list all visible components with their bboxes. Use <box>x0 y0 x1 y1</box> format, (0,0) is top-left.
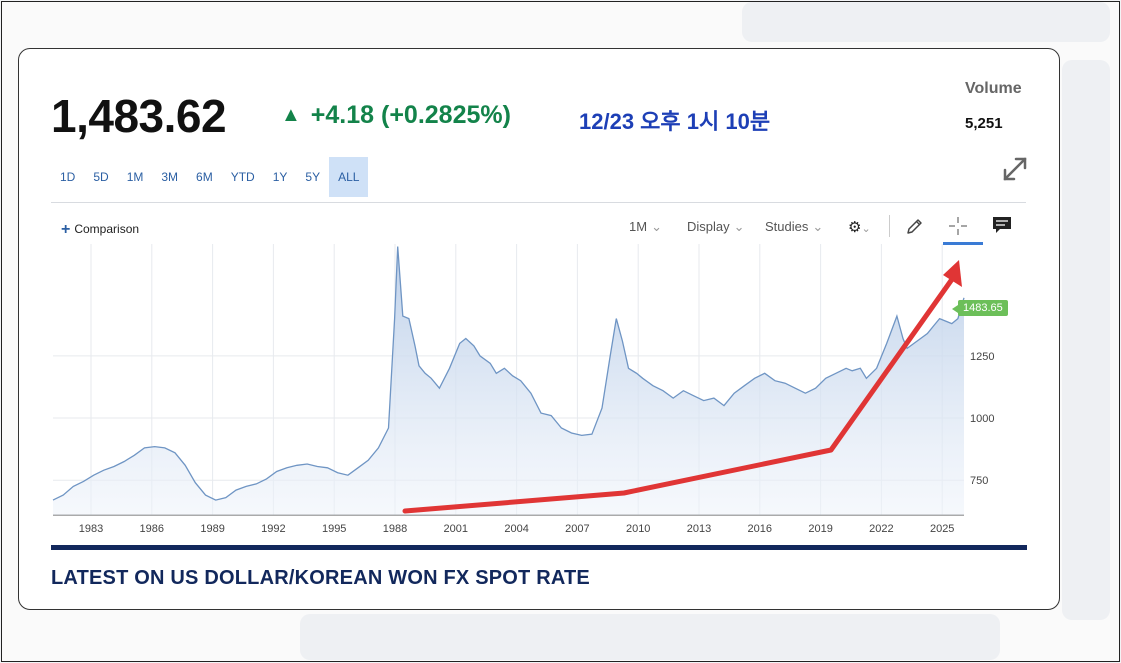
range-5y[interactable]: 5Y <box>305 170 321 184</box>
chevron-down-icon: ⌄ <box>651 219 662 234</box>
quote-timestamp: 12/23 오후 1시 10분 <box>579 109 771 134</box>
interval-label: 1M <box>629 219 648 234</box>
background-panel <box>742 2 1110 42</box>
x-tick-label: 1986 <box>140 523 164 535</box>
up-arrow-icon: ▲ <box>281 104 301 126</box>
gear-glyph: ⚙ <box>848 219 862 236</box>
trend-annotation-arrowhead <box>943 260 962 287</box>
y-tick-label: 1000 <box>970 413 994 425</box>
volume-value: 5,251 <box>965 115 1003 132</box>
x-tick-label: 2019 <box>808 523 832 535</box>
range-ytd[interactable]: YTD <box>230 170 255 184</box>
y-tick-label: 1250 <box>970 351 994 363</box>
display-dropdown[interactable]: Display ⌄ <box>687 219 745 235</box>
range-1y[interactable]: 1Y <box>272 170 288 184</box>
y-tick-label: 750 <box>970 475 988 487</box>
x-tick-label: 2025 <box>930 523 954 535</box>
studies-label: Studies <box>765 219 809 234</box>
chevron-down-icon: ⌄ <box>812 219 824 234</box>
headline[interactable]: LATEST ON US DOLLAR/KOREAN WON FX SPOT R… <box>51 567 590 589</box>
chart-top-divider <box>51 202 1026 203</box>
x-tick-label: 2016 <box>748 523 772 535</box>
crosshair-icon[interactable] <box>948 216 968 236</box>
x-tick-label: 2013 <box>687 523 711 535</box>
chevron-down-icon: ⌄ <box>861 223 871 235</box>
x-tick-label: 2007 <box>565 523 589 535</box>
headline-rule <box>51 545 1027 550</box>
pencil-icon[interactable] <box>905 216 925 236</box>
x-tick-label: 1988 <box>383 523 407 535</box>
toolbar-divider <box>889 215 890 237</box>
interval-dropdown[interactable]: 1M ⌄ <box>629 219 662 235</box>
gear-icon[interactable]: ⚙⌄ <box>848 218 871 236</box>
trend-annotation-arrow <box>402 272 958 514</box>
background-panel <box>1062 60 1110 620</box>
series-area <box>53 246 964 515</box>
expand-icon[interactable] <box>1001 155 1029 183</box>
x-tick-label: 2001 <box>444 523 468 535</box>
range-1m[interactable]: 1M <box>126 170 144 184</box>
range-1d[interactable]: 1D <box>60 170 76 184</box>
x-tick-label: 2010 <box>626 523 650 535</box>
volume-label: Volume <box>965 80 1022 97</box>
current-price: 1,483.62 <box>51 90 227 142</box>
range-3m[interactable]: 3M <box>161 170 179 184</box>
comparison-button[interactable]: + Comparison <box>61 221 139 239</box>
x-tick-label: 1992 <box>261 523 285 535</box>
x-tick-label: 2022 <box>869 523 893 535</box>
range-6m[interactable]: 6M <box>196 170 213 184</box>
last-value-badge: 1483.65 <box>952 300 1008 316</box>
x-tick-label: 1989 <box>200 523 224 535</box>
range-5d[interactable]: 5D <box>93 170 109 184</box>
x-tick-label: 1995 <box>322 523 346 535</box>
background-panel <box>300 614 1000 660</box>
chevron-down-icon: ⌄ <box>733 219 745 234</box>
comment-icon[interactable] <box>992 216 1012 234</box>
price-change: ▲ +4.18 (+0.2825%) <box>281 101 511 130</box>
display-label: Display <box>687 219 730 234</box>
series-line <box>52 246 965 501</box>
plus-icon: + <box>61 221 71 238</box>
x-tick-label: 2004 <box>504 523 528 535</box>
x-tick-label: 1983 <box>79 523 103 535</box>
price-change-value: +4.18 (+0.2825%) <box>310 101 511 129</box>
fx-rate-chart[interactable]: 1983 1986 1989 1992 1995 1988 2001 2004 2007 2010… <box>19 49 1059 609</box>
quote-card: 1,483.62 ▲ +4.18 (+0.2825%) 12/23 오후 1시 1… <box>18 48 1060 610</box>
crosshair-active-indicator <box>943 242 983 245</box>
studies-dropdown[interactable]: Studies ⌄ <box>765 219 823 235</box>
range-selector: 1D 5D 1M 3M 6M YTD 1Y 5Y ALL <box>51 157 369 197</box>
comparison-label: Comparison <box>74 222 140 236</box>
range-all[interactable]: ALL <box>329 157 369 197</box>
